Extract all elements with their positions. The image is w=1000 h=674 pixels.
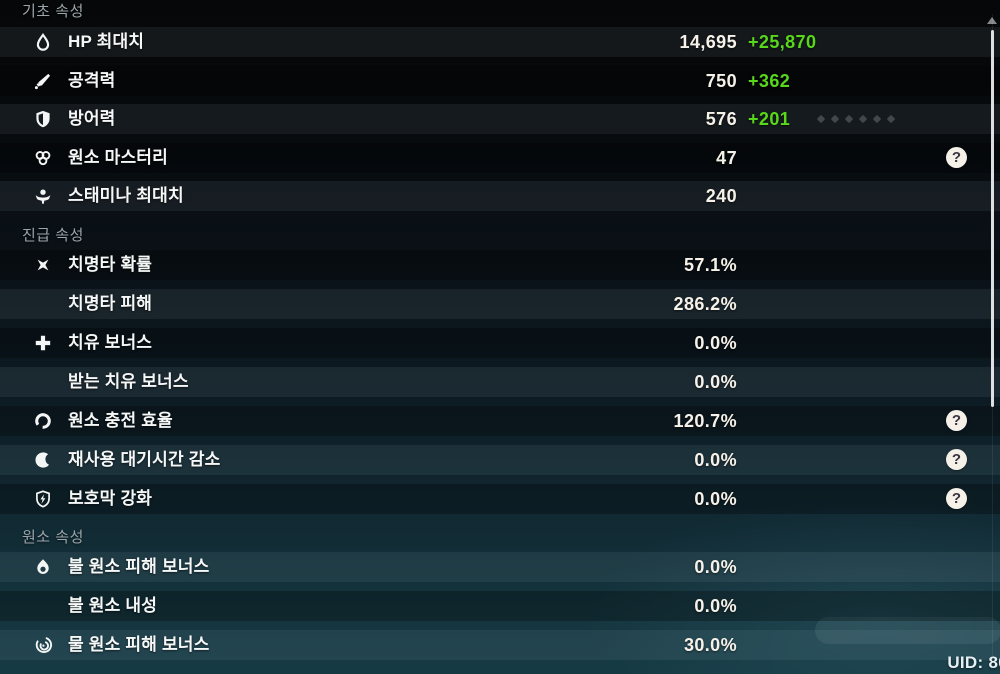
stat-row-cooldown-reduction: 재사용 대기시간 감소 0.0% ? <box>0 445 1000 475</box>
stat-label: 불 원소 내성 <box>68 596 158 615</box>
elemental-mastery-icon <box>33 148 53 168</box>
stat-row-healing-bonus: 치유 보너스 0.0% <box>0 328 1000 358</box>
stat-label: 치명타 피해 <box>68 294 153 313</box>
stat-row-crit-dmg: 치명타 피해 286.2% <box>0 289 1000 319</box>
stat-label: 스태미나 최대치 <box>68 186 184 205</box>
attack-icon <box>33 71 53 91</box>
background-button-ghost <box>815 617 1000 644</box>
stat-value: 120.7% <box>673 411 737 431</box>
stat-label: 받는 치유 보너스 <box>68 372 189 391</box>
stat-value: 57.1% <box>683 255 737 275</box>
crit-rate-icon <box>33 255 53 275</box>
stat-row-hydro-dmg-bonus: 물 원소 피해 보너스 30.0% <box>0 630 1000 660</box>
stat-row-shield-strength: 보호막 강화 0.0% ? <box>0 484 1000 514</box>
stat-label: 치유 보너스 <box>68 333 153 352</box>
stat-label: 방어력 <box>68 109 116 128</box>
stat-row-attack: 공격력 750 +362 <box>0 66 1000 96</box>
stat-label: 원소 충전 효율 <box>68 411 173 430</box>
stat-value: 750 <box>705 71 737 91</box>
shield-strength-icon <box>33 489 53 509</box>
help-icon[interactable]: ? <box>946 147 967 168</box>
cooldown-reduction-icon <box>33 450 53 470</box>
stat-label: 원소 마스터리 <box>68 148 168 167</box>
section-header-advanced: 진급 속성 <box>22 227 84 244</box>
scrollbar-thumb[interactable] <box>991 30 994 407</box>
stat-value: 14,695 <box>679 32 737 52</box>
stat-value: 30.0% <box>683 635 737 655</box>
stat-label: 불 원소 피해 보너스 <box>68 557 210 576</box>
stat-row-pyro-dmg-bonus: 불 원소 피해 보너스 0.0% <box>0 552 1000 582</box>
stat-value: 286.2% <box>673 294 737 314</box>
stat-value: 0.0% <box>694 333 737 353</box>
stat-row-energy-recharge: 원소 충전 효율 120.7% ? <box>0 406 1000 436</box>
stat-value: 0.0% <box>694 372 737 392</box>
stamina-icon <box>33 186 53 206</box>
help-icon[interactable]: ? <box>946 449 967 470</box>
pyro-icon <box>33 557 53 577</box>
stat-label: 물 원소 피해 보너스 <box>68 635 210 654</box>
help-icon[interactable]: ? <box>946 410 967 431</box>
stat-row-stamina-max: 스태미나 최대치 240 <box>0 181 1000 211</box>
stat-label: HP 최대치 <box>68 32 145 51</box>
stat-row-crit-rate: 치명타 확률 57.1% <box>0 250 1000 280</box>
stat-value: 240 <box>705 186 737 206</box>
stat-value: 0.0% <box>694 596 737 616</box>
help-icon[interactable]: ? <box>946 488 967 509</box>
stat-row-pyro-res: 불 원소 내성 0.0% <box>0 591 1000 621</box>
stat-label: 재사용 대기시간 감소 <box>68 450 221 469</box>
stat-row-defense: 방어력 576 +201 <box>0 104 1000 134</box>
stat-value: 0.0% <box>694 489 737 509</box>
stat-value: 576 <box>705 109 737 129</box>
stat-row-hp-max: HP 최대치 14,695 +25,870 <box>0 27 1000 57</box>
stat-label: 보호막 강화 <box>68 489 153 508</box>
stat-value: 0.0% <box>694 450 737 470</box>
stat-label: 공격력 <box>68 71 116 90</box>
stat-bonus-value: +25,870 <box>748 32 817 52</box>
stat-value: 47 <box>716 148 737 168</box>
hydro-icon <box>33 635 53 655</box>
defense-icon <box>33 109 53 129</box>
hp-icon <box>33 32 53 52</box>
uid-label: UID: 80 <box>947 653 1000 672</box>
section-header-base: 기초 속성 <box>22 3 84 20</box>
stat-row-elemental-mastery: 원소 마스터리 47 ? <box>0 143 1000 173</box>
scroll-up-arrow[interactable] <box>987 17 997 24</box>
stat-value: 0.0% <box>694 557 737 577</box>
stat-row-incoming-healing-bonus: 받는 치유 보너스 0.0% <box>0 367 1000 397</box>
healing-bonus-icon <box>33 333 53 353</box>
section-header-elemental: 원소 속성 <box>22 529 84 546</box>
stat-bonus-value: +362 <box>748 71 791 91</box>
energy-recharge-icon <box>33 411 53 431</box>
stat-bonus-value: +201 <box>748 109 791 129</box>
stat-label: 치명타 확률 <box>68 255 153 274</box>
